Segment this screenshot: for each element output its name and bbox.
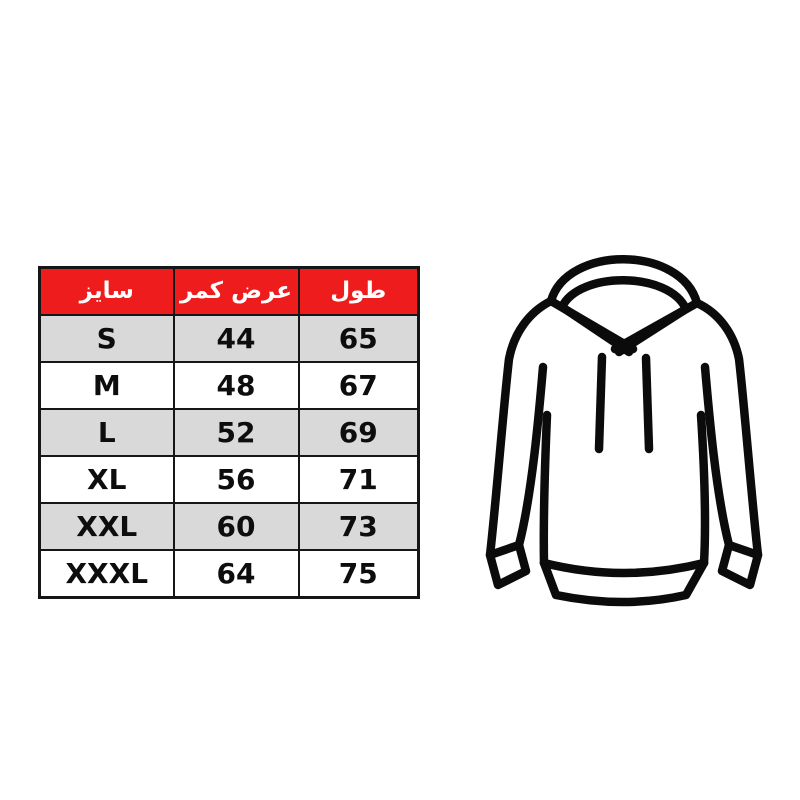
cuff-left bbox=[485, 540, 531, 590]
cell-length: 71 bbox=[297, 455, 420, 504]
cell-waist: 52 bbox=[172, 408, 300, 457]
sleeve-left-inner bbox=[514, 362, 548, 550]
collar-right-inner bbox=[614, 304, 691, 357]
header-cell-length: طول bbox=[297, 266, 420, 316]
cell-length: 67 bbox=[297, 361, 420, 410]
cell-size: XXL bbox=[38, 502, 175, 551]
size-table: سایز عرض کمر طول S 44 65 M 48 67 L 52 69 bbox=[38, 266, 420, 599]
table-row-m: M 48 67 bbox=[38, 361, 420, 410]
table-row-xxl: XXL 60 73 bbox=[38, 502, 420, 551]
sleeve-right-inner bbox=[700, 362, 734, 550]
cell-size: M bbox=[38, 361, 175, 410]
cell-waist: 56 bbox=[172, 455, 300, 504]
table-row-s: S 44 65 bbox=[38, 314, 420, 363]
cell-size: XL bbox=[38, 455, 175, 504]
cell-length: 69 bbox=[297, 408, 420, 457]
drawstring-left bbox=[594, 352, 607, 454]
cell-length: 73 bbox=[297, 502, 420, 551]
waistband bbox=[539, 558, 709, 607]
hoodie-outline-icon bbox=[483, 249, 775, 614]
hem-top bbox=[539, 558, 709, 578]
table-row-xxxl: XXXL 64 75 bbox=[38, 549, 420, 599]
hood-outer bbox=[546, 255, 702, 308]
header-cell-size: سایز bbox=[38, 266, 175, 316]
cell-waist: 64 bbox=[172, 549, 300, 599]
cuff-right bbox=[717, 540, 763, 590]
body-seam-left bbox=[539, 410, 552, 568]
cell-waist: 48 bbox=[172, 361, 300, 410]
cell-length: 65 bbox=[297, 314, 420, 363]
cell-waist: 60 bbox=[172, 502, 300, 551]
size-table-header-row: سایز عرض کمر طول bbox=[38, 266, 420, 316]
table-row-l: L 52 69 bbox=[38, 408, 420, 457]
cell-size: L bbox=[38, 408, 175, 457]
cell-waist: 44 bbox=[172, 314, 300, 363]
table-row-xl: XL 56 71 bbox=[38, 455, 420, 504]
hood-inner bbox=[557, 276, 691, 314]
sleeve-left-outer bbox=[485, 296, 556, 560]
header-cell-waist-width: عرض کمر bbox=[172, 266, 300, 316]
body-seam-right bbox=[696, 410, 710, 568]
drawstring-right bbox=[641, 353, 654, 454]
cell-size: XXXL bbox=[38, 549, 175, 599]
sleeve-right-outer bbox=[692, 298, 763, 560]
cell-length: 75 bbox=[297, 549, 420, 599]
cell-size: S bbox=[38, 314, 175, 363]
